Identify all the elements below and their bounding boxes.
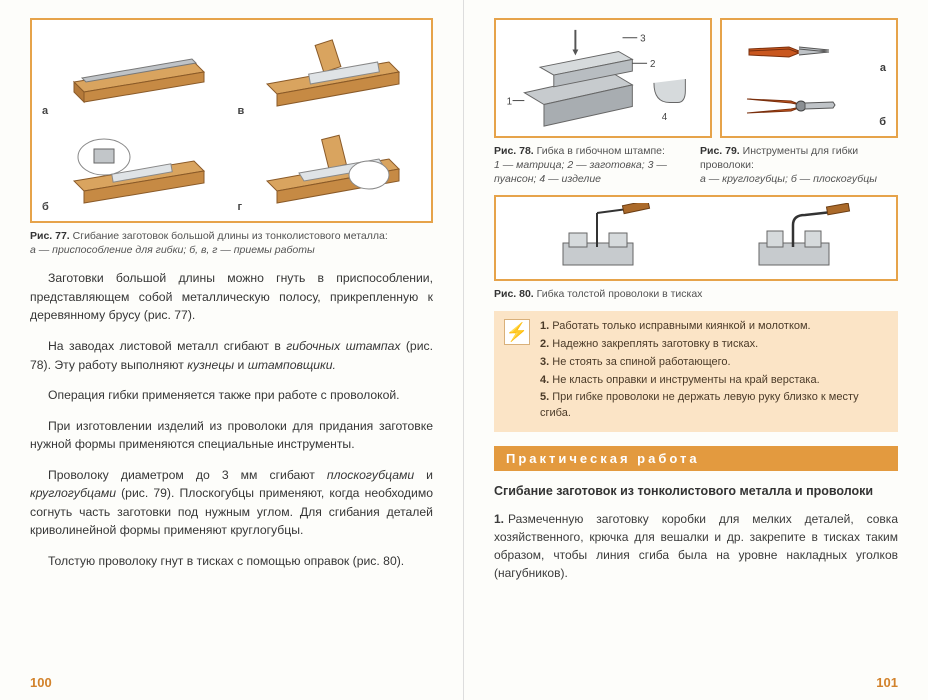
figure-79: а б (720, 18, 898, 138)
fig77-panel-g: г (232, 121, 428, 218)
practical-step-1: 1.Размеченную заготовку коробки для мелк… (494, 510, 898, 582)
figure-77: а в б (30, 18, 433, 223)
fig79-label-b: б (879, 116, 886, 128)
left-p2: На заводах листовой металл сгибают в гиб… (30, 337, 433, 374)
pliers-round-icon (739, 27, 879, 75)
fig77-b-svg (54, 129, 214, 209)
page-100: а в б (0, 0, 464, 700)
left-p5: Проволоку диаметром до 3 мм сгибают плос… (30, 466, 433, 540)
fig77-label-b: б (42, 201, 49, 213)
page-101: 3 2 1 4 а (464, 0, 928, 700)
fig77-panel-b: б (36, 121, 232, 218)
vise-bend-1-icon (513, 203, 683, 273)
lightning-icon: ⚡ (504, 319, 530, 345)
right-top-figs: 3 2 1 4 а (494, 18, 898, 138)
caption-78: Рис. 78. Гибка в гибочном штампе: 1 — ма… (494, 144, 692, 187)
safety-item-2: 2. Надежно закреплять заготовку в тисках… (540, 337, 888, 353)
left-p4: При изготовлении изделий из проволоки дл… (30, 417, 433, 454)
safety-rules-box: ⚡ 1. Работать только исправными киянкой … (494, 311, 898, 433)
right-captions-row: Рис. 78. Гибка в гибочном штампе: 1 — ма… (494, 138, 898, 187)
fig80-right (696, 201, 892, 275)
vise-bend-2-icon (709, 203, 879, 273)
fig77-label-g: г (238, 201, 243, 213)
caption-77-main: Сгибание заготовок большой длины из тонк… (73, 230, 388, 242)
fig77-label-a: а (42, 105, 48, 117)
svg-text:1: 1 (507, 97, 512, 108)
fig77-label-v: в (238, 105, 245, 117)
safety-item-3: 3. Не стоять за спиной работающего. (540, 355, 888, 371)
safety-item-1: 1. Работать только исправными киянкой и … (540, 319, 888, 335)
svg-text:4: 4 (662, 112, 668, 123)
caption-79: Рис. 79. Инструменты для гибки проволоки… (700, 144, 898, 187)
left-p6: Толстую проволоку гнут в тисках с помощь… (30, 552, 433, 571)
svg-text:3: 3 (640, 34, 646, 45)
caption-80: Рис. 80. Гибка толстой проволоки в тиска… (494, 287, 898, 301)
practical-work-title: Сгибание заготовок из тонколистового мет… (494, 483, 898, 500)
fig80-left (500, 201, 696, 275)
safety-item-4: 4. Не класть оправки и инструменты на кр… (540, 373, 888, 389)
figure-80 (494, 195, 898, 281)
caption-77-sub: а — приспособление для гибки; б, в, г — … (30, 244, 315, 256)
pliers-flat-icon (739, 81, 879, 129)
left-p3: Операция гибки применяется также при раб… (30, 386, 433, 405)
svg-text:2: 2 (650, 59, 655, 70)
fig77-v-svg (249, 32, 409, 112)
fig78-svg: 3 2 1 4 (500, 24, 706, 132)
practical-work-header: Практическая работа (494, 446, 898, 471)
fig77-a-svg (54, 32, 214, 112)
fig77-g-svg (249, 129, 409, 209)
left-p1: Заготовки большой длины можно гнуть в пр… (30, 269, 433, 325)
fig77-panel-v: в (232, 24, 428, 121)
fig79-label-a: а (880, 62, 886, 74)
figure-78: 3 2 1 4 (494, 18, 712, 138)
page-number-left: 100 (30, 675, 52, 690)
fig77-panel-a: а (36, 24, 232, 121)
page-number-right: 101 (876, 675, 898, 690)
fig79-row-b: б (726, 78, 892, 132)
fig79-row-a: а (726, 24, 892, 78)
safety-item-5: 5. При гибке проволоки не держать левую … (540, 390, 888, 422)
caption-77: Рис. 77. Сгибание заготовок большой длин… (30, 229, 433, 257)
caption-77-lead: Рис. 77. (30, 230, 70, 242)
